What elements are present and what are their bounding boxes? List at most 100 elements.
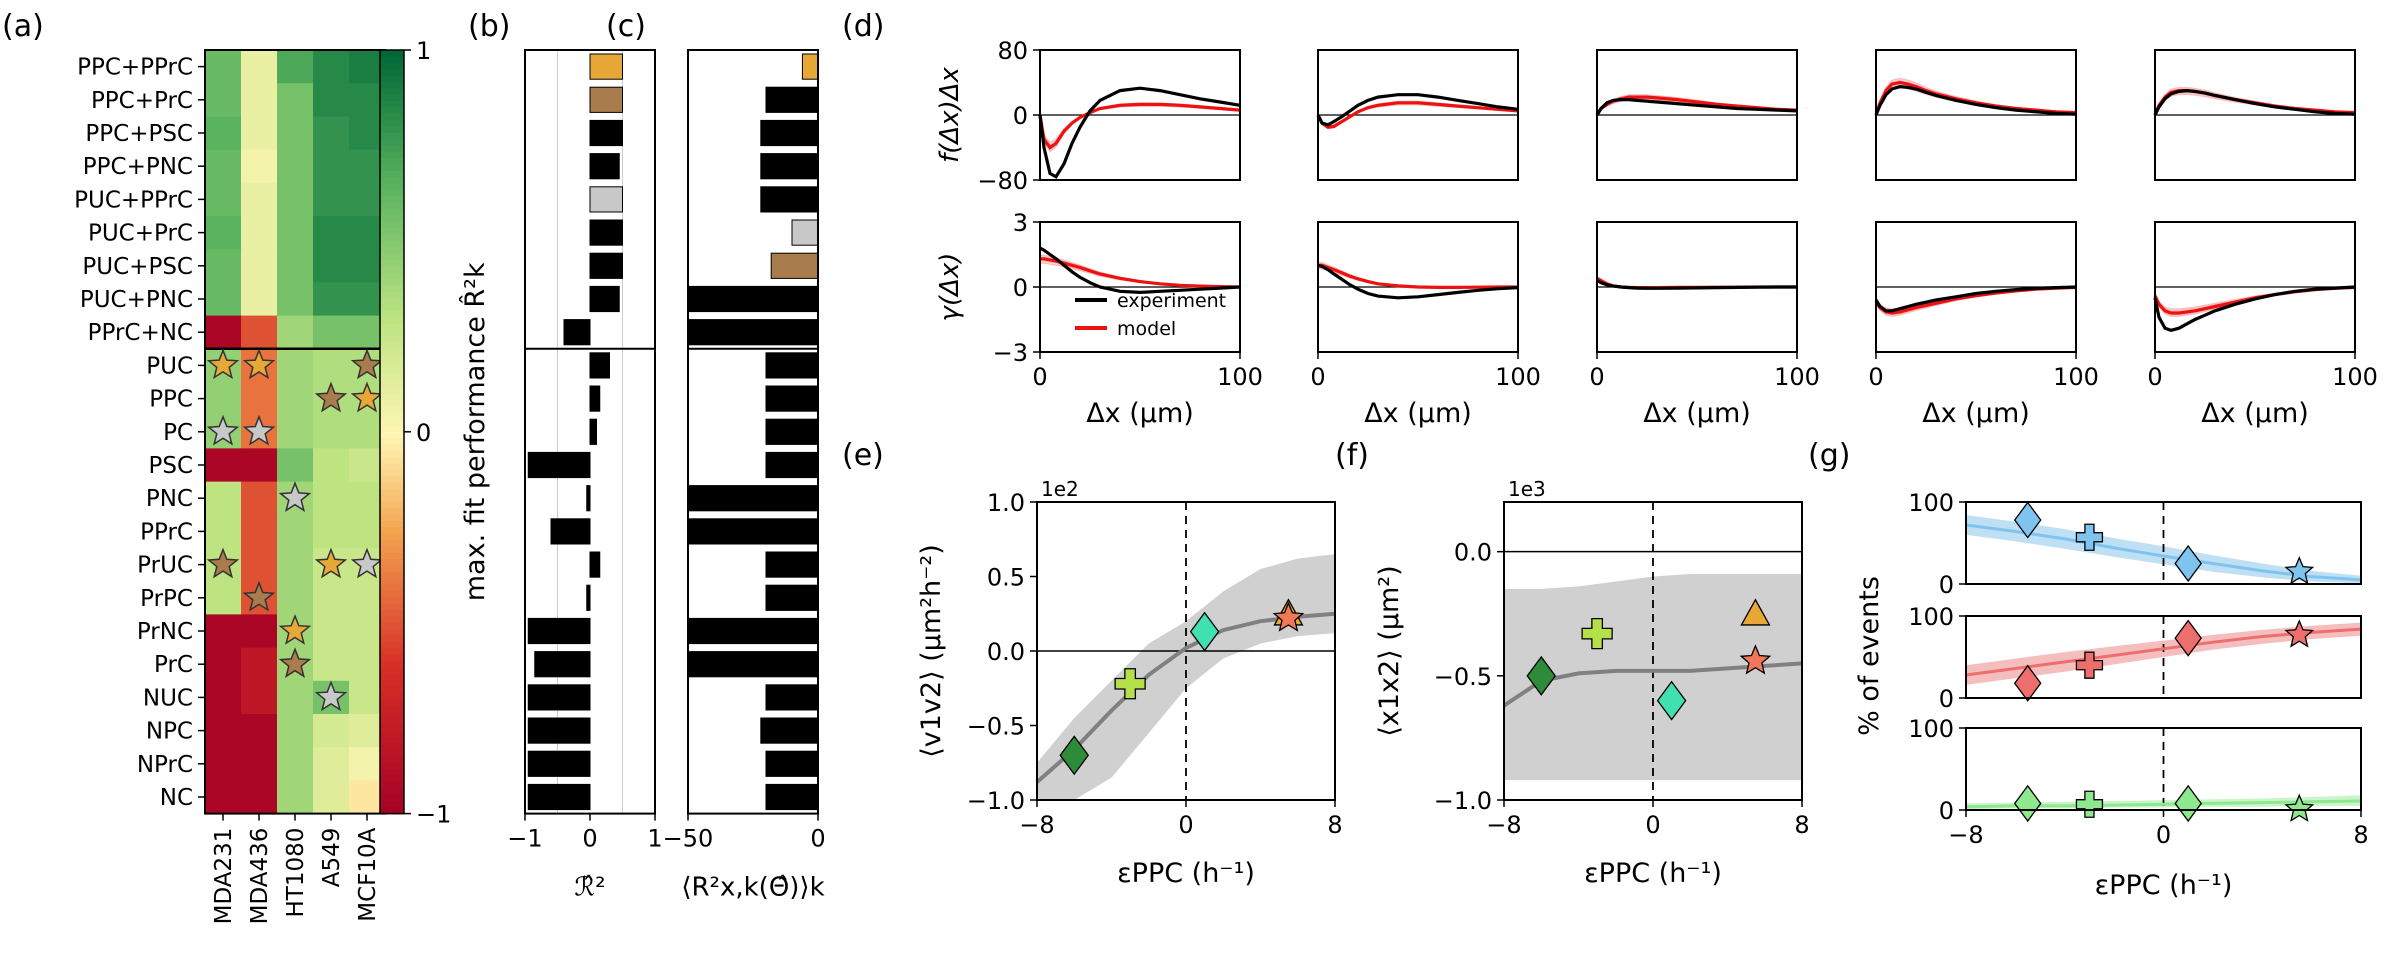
heatmap-cell: [313, 581, 350, 615]
colorbar-strip: [380, 444, 404, 452]
colorbar-strip: [380, 552, 404, 560]
colorbar-strip: [380, 495, 404, 503]
heatmap-cell: [241, 714, 278, 748]
heatmap-cell: [313, 448, 350, 483]
bar: [589, 153, 620, 180]
colorbar-strip: [380, 533, 404, 541]
colorbar-strip: [380, 775, 404, 783]
bar: [765, 86, 819, 113]
colorbar-strip: [380, 234, 404, 242]
colorbar-tick-label: −1: [416, 801, 451, 829]
panel-label-e: (e): [842, 438, 884, 473]
bar: [534, 651, 591, 678]
colorbar-strip: [380, 291, 404, 299]
colorbar-strip: [380, 266, 404, 274]
axes-frame: [687, 49, 819, 815]
colorbar-strip: [380, 177, 404, 185]
panel-c-bars: −50 0 ⟨R²x,k(Θ̂)⟩k: [663, 49, 826, 903]
best-model-star: [242, 348, 276, 380]
heatmap-cell: [241, 680, 278, 715]
colorbar-strip: [380, 240, 404, 249]
colorbar-strip: [380, 686, 404, 694]
bar: [765, 551, 819, 578]
colorbar-label: max. fit performance R̂²k: [459, 262, 491, 601]
data-point-diamond: [2013, 664, 2042, 702]
colorbar-strip: [380, 546, 404, 554]
heatmap-cell: [205, 83, 242, 117]
heatmap-cell: [205, 780, 242, 815]
colorbar-strip: [380, 209, 404, 217]
heatmap-cell: [313, 315, 350, 350]
bar: [589, 352, 610, 379]
heatmap-cell: [205, 514, 242, 549]
colorbar-strip: [380, 126, 404, 134]
colorbar-strip: [380, 412, 404, 420]
heatmap-cell: [313, 714, 350, 748]
best-model-star: [314, 680, 348, 712]
bar: [765, 385, 819, 412]
colorbar-strip: [380, 756, 404, 764]
colorbar-strip: [380, 132, 404, 140]
data-point-star: [1739, 644, 1772, 675]
heatmap-cell: [241, 548, 278, 582]
row-label: PUC+PPrC: [74, 187, 193, 213]
row-label: NC: [160, 785, 193, 811]
colorbar-strip: [380, 489, 404, 497]
data-point-star: [1272, 601, 1305, 632]
bar: [589, 119, 623, 147]
y-axis-label: ⟨x1x2⟩ (μm²): [1374, 565, 1405, 736]
column-label: MCF10A: [355, 827, 381, 921]
heatmap-cell: [313, 348, 350, 383]
axes-frame: [2154, 221, 2356, 353]
bar: [760, 119, 819, 147]
experiment-line: [1039, 246, 1241, 295]
row-label: PPC+PrC: [91, 88, 193, 114]
best-model-star: [242, 580, 276, 612]
heatmap-cell: [277, 249, 314, 283]
heatmap-cell: [313, 481, 350, 516]
colorbar-strip: [380, 476, 404, 484]
data-point-diamond: [2174, 544, 2202, 583]
axes-frame: [1596, 49, 1798, 181]
x-tick-label: −1: [507, 825, 542, 853]
colorbar-strip: [380, 762, 404, 770]
colorbar-strip: [380, 100, 404, 109]
colorbar-strip: [380, 380, 404, 389]
bar: [589, 219, 623, 246]
x-tick-label: 100: [2332, 363, 2378, 391]
colorbar-strip: [380, 571, 404, 579]
experiment-line: [2153, 88, 2356, 116]
data-point-plus: [1581, 617, 1613, 650]
colorbar-strip: [380, 788, 404, 796]
bar: [687, 285, 819, 313]
colorbar-strip: [380, 781, 404, 789]
colorbar-strip: [380, 279, 404, 287]
experiment-line: [1595, 98, 1798, 116]
y-tick-label: −0.5: [967, 713, 1025, 741]
bar: [765, 684, 819, 711]
best-model-star: [350, 381, 384, 413]
colorbar-strip: [380, 107, 404, 115]
colorbar-strip: [380, 399, 404, 408]
heatmap-cell: [277, 680, 314, 715]
best-model-star: [278, 647, 312, 678]
colorbar-strip: [380, 317, 404, 325]
colorbar-strip: [380, 737, 404, 745]
heatmap-cell: [313, 149, 350, 184]
bar: [550, 518, 591, 545]
x-axis-label: εPPC (h⁻¹): [2095, 870, 2233, 901]
axes-frame: [1317, 49, 1519, 181]
heatmap-cell: [313, 116, 350, 151]
colorbar-strip: [380, 520, 404, 529]
heatmap-cell: [205, 116, 242, 151]
bar: [589, 252, 623, 279]
colorbar-strip: [380, 158, 404, 166]
bar: [586, 485, 591, 512]
data-point-star: [2284, 793, 2315, 822]
x-tick-label: 0: [582, 825, 597, 853]
heatmap-cell: [277, 282, 314, 317]
bar: [589, 285, 620, 313]
colorbar-strip: [380, 425, 404, 433]
colorbar-strip: [380, 469, 404, 478]
